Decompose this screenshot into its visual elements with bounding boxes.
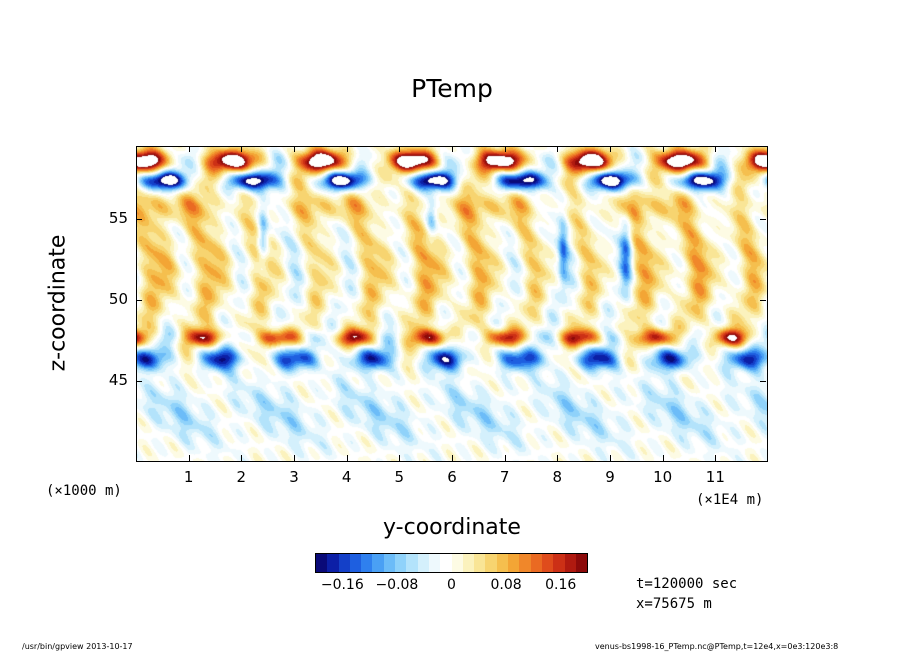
x-tick-mark <box>557 455 559 461</box>
footer-command: /usr/bin/gpview 2013-10-17 <box>22 642 133 651</box>
y-tick-mark <box>136 218 142 220</box>
y-tick-mark-right <box>760 299 766 301</box>
colorbar-cell <box>361 554 373 572</box>
colorbar-tick-label: 0.16 <box>545 577 577 593</box>
heatmap-plot-area <box>136 146 768 462</box>
colorbar-cell <box>575 554 587 572</box>
x-tick-label: 3 <box>289 468 299 486</box>
y-tick-label: 45 <box>108 370 128 389</box>
x-tick-mark-top <box>452 146 453 152</box>
y-tick-label: 50 <box>108 289 128 308</box>
x-tick-mark-top <box>399 146 401 152</box>
x-tick-mark-top <box>504 146 506 152</box>
colorbar-tick-label: 0 <box>447 577 456 593</box>
x-tick-label: 2 <box>236 468 247 486</box>
x-axis-label: y-coordinate <box>383 515 521 540</box>
x-tick-label: 5 <box>394 468 405 486</box>
x-tick-mark-top <box>715 146 717 152</box>
colorbar-cell <box>395 554 407 572</box>
x-tick-label: 7 <box>499 468 510 486</box>
x-tick-mark <box>399 455 401 461</box>
colorbar-tick-label: −0.16 <box>320 577 364 593</box>
x-tick-label: 1 <box>183 468 194 486</box>
x-tick-mark-top <box>557 146 559 152</box>
x-tick-label: 11 <box>705 468 725 486</box>
x-tick-mark-top <box>294 146 295 152</box>
x-tick-mark <box>346 455 348 461</box>
y-tick-mark <box>136 380 142 382</box>
x-tick-label: 4 <box>341 468 352 486</box>
x-tick-mark <box>294 455 295 461</box>
colorbar-cell <box>349 554 362 572</box>
colorbar-cell <box>496 554 509 572</box>
x-tick-label: 8 <box>552 468 563 486</box>
colorbar-cell <box>485 554 497 572</box>
y-tick-mark-right <box>760 218 766 220</box>
colorbar-cell <box>553 554 565 572</box>
x-tick-mark-top <box>188 146 190 152</box>
x-tick-mark-top <box>241 146 243 152</box>
colorbar-cell <box>383 554 396 572</box>
colorbar-cell <box>417 554 429 572</box>
y-tick-mark-right <box>760 380 766 382</box>
colorbar-cell <box>316 554 328 572</box>
colorbar-cell <box>508 554 520 572</box>
y-tick-mark <box>136 299 142 301</box>
chart-title: PTemp <box>411 74 493 103</box>
colorbar-cell <box>519 554 531 572</box>
x-tick-mark-top <box>346 146 348 152</box>
x-tick-label: 9 <box>605 468 615 486</box>
x-tick-mark <box>188 455 190 461</box>
colorbar-tick-label: −0.08 <box>375 577 419 593</box>
colorbar-cell <box>541 554 554 572</box>
colorbar-cell <box>462 554 475 572</box>
colorbar-cell <box>530 554 542 572</box>
colorbar-cell <box>564 554 576 572</box>
x-tick-mark <box>662 455 664 461</box>
colorbar-cell <box>338 554 350 572</box>
x-tick-label: 6 <box>447 468 457 486</box>
colorbar-tick-label: 0.08 <box>490 577 522 593</box>
x-tick-mark-top <box>610 146 611 152</box>
x-tick-mark <box>715 455 717 461</box>
x-tick-mark <box>452 455 453 461</box>
colorbar-cell <box>451 554 463 572</box>
x-tick-mark <box>610 455 611 461</box>
colorbar-cell <box>428 554 441 572</box>
time-annotation: t=120000 sec <box>636 576 738 592</box>
position-annotation: x=75675 m <box>636 596 712 612</box>
colorbar <box>315 553 588 573</box>
x-unit-right: (×1E4 m) <box>696 492 764 508</box>
x-tick-label: 10 <box>653 468 673 486</box>
y-axis-label: z-coordinate <box>45 234 71 372</box>
x-tick-mark <box>241 455 243 461</box>
colorbar-cell <box>406 554 418 572</box>
colorbar-cell <box>474 554 486 572</box>
x-tick-mark-top <box>662 146 664 152</box>
y-tick-label: 55 <box>108 208 128 227</box>
colorbar-cell <box>327 554 339 572</box>
footer-source: venus-bs1998-16_PTemp.nc@PTemp,t=12e4,x=… <box>595 642 839 651</box>
x-unit-left: (×1000 m) <box>46 483 122 499</box>
colorbar-cell <box>372 554 384 572</box>
colorbar-cell <box>440 554 452 572</box>
x-tick-mark <box>504 455 506 461</box>
